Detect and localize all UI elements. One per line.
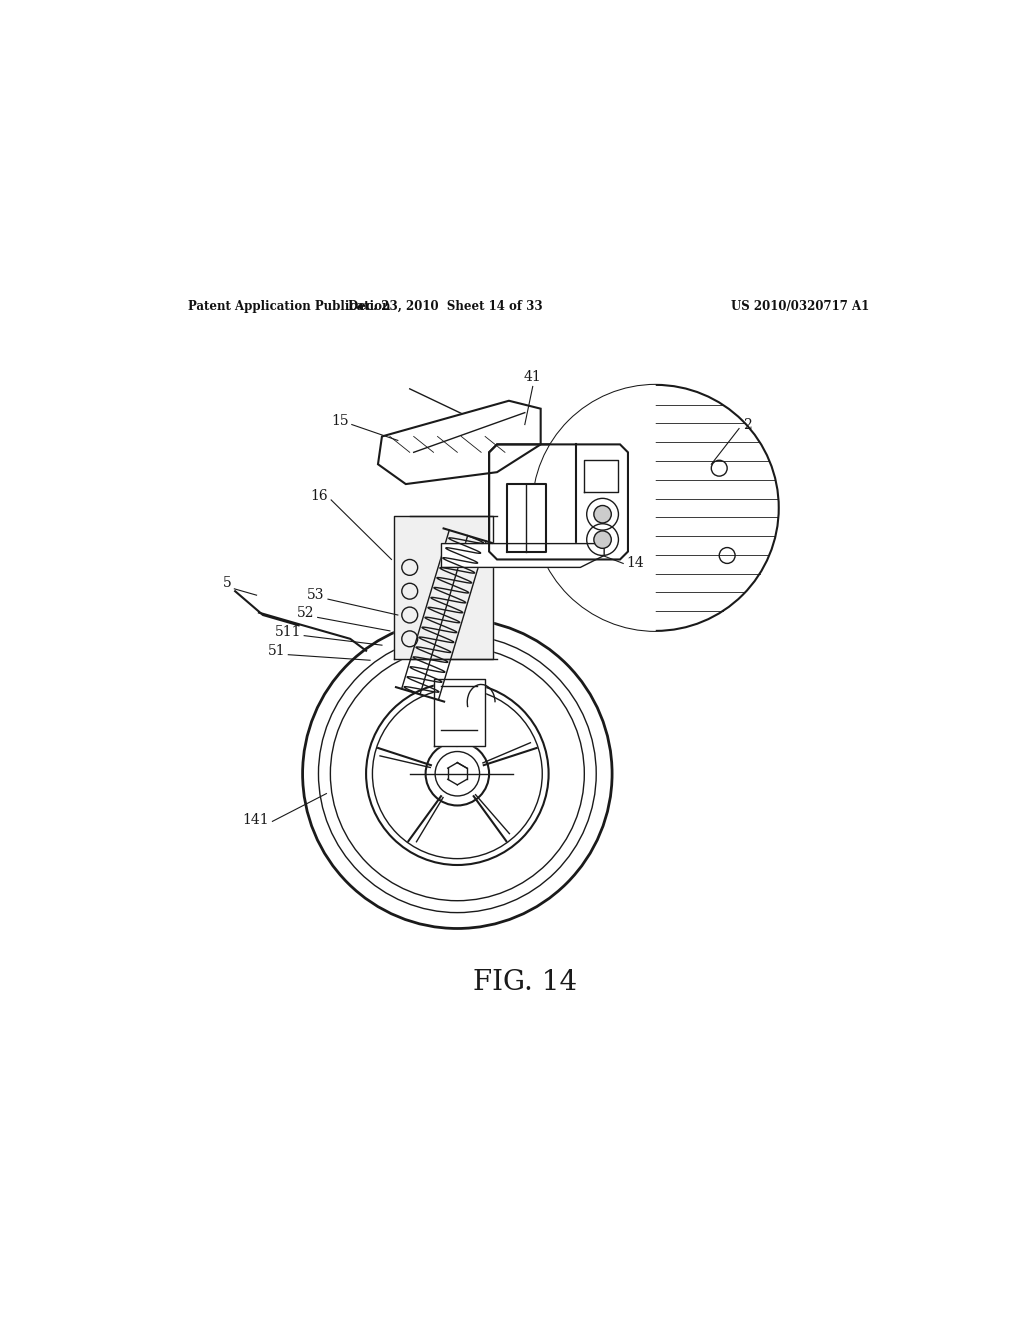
Text: 14: 14 bbox=[627, 557, 644, 570]
Polygon shape bbox=[441, 544, 604, 568]
Text: 53: 53 bbox=[307, 589, 325, 602]
Text: 141: 141 bbox=[243, 813, 269, 826]
Text: 5: 5 bbox=[222, 577, 231, 590]
Circle shape bbox=[594, 506, 611, 523]
Polygon shape bbox=[507, 484, 546, 552]
Text: 52: 52 bbox=[297, 606, 314, 620]
Polygon shape bbox=[489, 445, 628, 560]
Circle shape bbox=[594, 531, 611, 548]
Text: US 2010/0320717 A1: US 2010/0320717 A1 bbox=[731, 300, 869, 313]
Polygon shape bbox=[433, 678, 485, 746]
Text: 511: 511 bbox=[274, 624, 301, 639]
Text: 2: 2 bbox=[742, 417, 752, 432]
Text: 41: 41 bbox=[524, 370, 542, 384]
Text: Dec. 23, 2010  Sheet 14 of 33: Dec. 23, 2010 Sheet 14 of 33 bbox=[348, 300, 543, 313]
Text: 15: 15 bbox=[331, 413, 348, 428]
Text: 51: 51 bbox=[267, 644, 285, 657]
Polygon shape bbox=[378, 401, 541, 484]
Wedge shape bbox=[532, 385, 655, 631]
Text: FIG. 14: FIG. 14 bbox=[473, 969, 577, 997]
Text: Patent Application Publication: Patent Application Publication bbox=[187, 300, 390, 313]
Polygon shape bbox=[394, 516, 494, 659]
Text: 16: 16 bbox=[310, 488, 328, 503]
